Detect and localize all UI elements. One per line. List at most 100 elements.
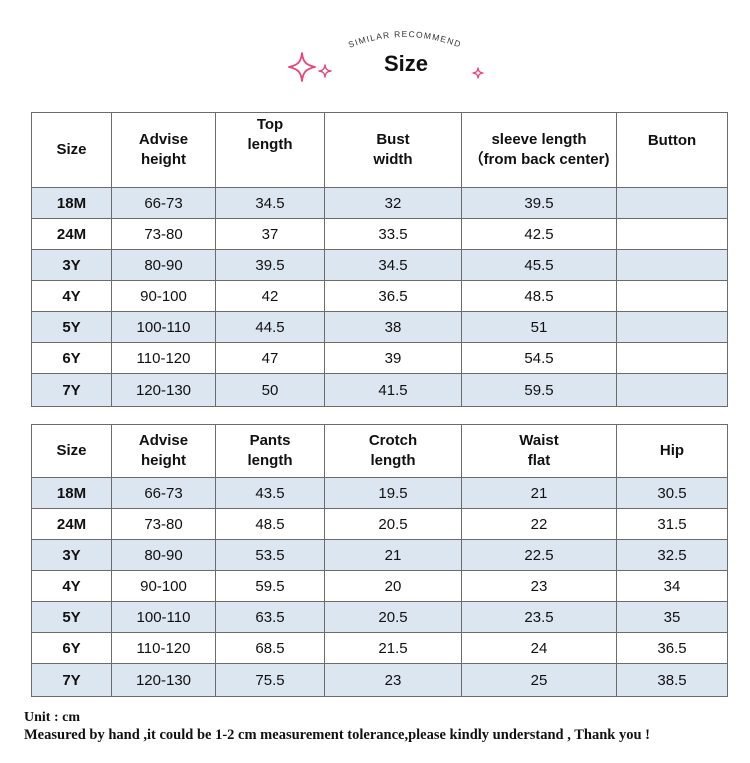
sparkle-icon-small: [318, 64, 332, 78]
table-row: 5Y 100-110 63.5 20.5 23.5 35: [31, 601, 728, 633]
table-cell-col-4: 21.5: [324, 632, 462, 664]
table-cell-col-4: 34.5: [324, 249, 462, 281]
table-cell-col-5: 24: [461, 632, 617, 664]
header-button: Button: [616, 112, 728, 188]
header-bust-width: Bust width: [324, 112, 462, 188]
unit-note: Unit : cm: [24, 710, 80, 725]
table-cell-size: 4Y: [31, 570, 112, 602]
table-cell-advise-height: 110-120: [111, 632, 216, 664]
table-cell-col-6: [616, 373, 728, 407]
table-cell-advise-height: 110-120: [111, 342, 216, 374]
table-cell-size: 24M: [31, 508, 112, 540]
header-pants-length: Pants length: [215, 424, 325, 478]
table-cell-col-6: 32.5: [616, 539, 728, 571]
table-cell-advise-height: 90-100: [111, 570, 216, 602]
table-cell-size: 24M: [31, 218, 112, 250]
bottom-table-header-row: Size Advise height Pants length Crotch leng…: [31, 424, 728, 478]
table-cell-advise-height: 66-73: [111, 477, 216, 509]
table-cell-col-3: 53.5: [215, 539, 325, 571]
table-cell-size: 3Y: [31, 539, 112, 571]
page-header: SIMILAR RECOMMEND Size: [0, 0, 750, 105]
table-cell-col-6: [616, 187, 728, 219]
table-cell-advise-height: 73-80: [111, 218, 216, 250]
table-cell-col-6: [616, 218, 728, 250]
table-cell-col-3: 47: [215, 342, 325, 374]
sparkle-icon-right: [472, 67, 484, 79]
table-cell-size: 18M: [31, 477, 112, 509]
table-cell-col-6: 30.5: [616, 477, 728, 509]
table-cell-advise-height: 120-130: [111, 663, 216, 697]
table-cell-col-6: 31.5: [616, 508, 728, 540]
table-cell-col-4: 36.5: [324, 280, 462, 312]
table-cell-advise-height: 120-130: [111, 373, 216, 407]
table-cell-col-3: 43.5: [215, 477, 325, 509]
table-cell-col-4: 21: [324, 539, 462, 571]
table-row: 7Y 120-130 75.5 23 25 38.5: [31, 663, 728, 697]
table-cell-col-5: 22.5: [461, 539, 617, 571]
table-cell-col-5: 42.5: [461, 218, 617, 250]
table-cell-col-4: 20.5: [324, 508, 462, 540]
table-cell-size: 6Y: [31, 342, 112, 374]
table-cell-size: 7Y: [31, 373, 112, 407]
table-cell-col-3: 63.5: [215, 601, 325, 633]
header-advise-height: Advise height: [111, 112, 216, 188]
header-size: Size: [31, 424, 112, 478]
header-waist-flat: Waist flat: [461, 424, 617, 478]
table-cell-size: 3Y: [31, 249, 112, 281]
table-cell-advise-height: 100-110: [111, 601, 216, 633]
table-cell-col-4: 39: [324, 342, 462, 374]
table-cell-size: 7Y: [31, 663, 112, 697]
table-cell-advise-height: 73-80: [111, 508, 216, 540]
table-cell-col-5: 21: [461, 477, 617, 509]
table-cell-advise-height: 66-73: [111, 187, 216, 219]
table-cell-advise-height: 80-90: [111, 539, 216, 571]
header-crotch-length: Crotch length: [324, 424, 462, 478]
table-cell-col-5: 25: [461, 663, 617, 697]
table-row: 6Y 110-120 47 39 54.5: [31, 342, 728, 374]
table-cell-size: 4Y: [31, 280, 112, 312]
table-row: 5Y 100-110 44.5 38 51: [31, 311, 728, 343]
table-cell-col-6: [616, 311, 728, 343]
table-cell-col-4: 20: [324, 570, 462, 602]
table-cell-col-4: 33.5: [324, 218, 462, 250]
table-row: 3Y 80-90 53.5 21 22.5 32.5: [31, 539, 728, 571]
table-cell-col-5: 48.5: [461, 280, 617, 312]
table-cell-col-3: 48.5: [215, 508, 325, 540]
table-cell-col-3: 75.5: [215, 663, 325, 697]
table-cell-col-3: 68.5: [215, 632, 325, 664]
table-cell-col-5: 51: [461, 311, 617, 343]
svg-text:SIMILAR RECOMMEND: SIMILAR RECOMMEND: [347, 29, 463, 50]
table-cell-size: 18M: [31, 187, 112, 219]
sparkle-icon-large: [288, 52, 316, 82]
table-cell-col-5: 23.5: [461, 601, 617, 633]
table-cell-col-5: 23: [461, 570, 617, 602]
table-cell-col-5: 22: [461, 508, 617, 540]
table-cell-col-3: 39.5: [215, 249, 325, 281]
table-cell-col-4: 23: [324, 663, 462, 697]
table-row: 6Y 110-120 68.5 21.5 24 36.5: [31, 632, 728, 664]
header-hip: Hip: [616, 424, 728, 478]
page-title: Size: [384, 51, 429, 76]
header-size: Size: [31, 112, 112, 188]
table-cell-col-6: 35: [616, 601, 728, 633]
table-cell-col-6: 34: [616, 570, 728, 602]
table-cell-size: 5Y: [31, 601, 112, 633]
table-cell-advise-height: 90-100: [111, 280, 216, 312]
table-row: 24M 73-80 48.5 20.5 22 31.5: [31, 508, 728, 540]
table-row: 3Y 80-90 39.5 34.5 45.5: [31, 249, 728, 281]
table-cell-col-5: 39.5: [461, 187, 617, 219]
table-cell-col-6: [616, 342, 728, 374]
table-cell-col-6: [616, 249, 728, 281]
table-cell-col-4: 20.5: [324, 601, 462, 633]
table-row: 7Y 120-130 50 41.5 59.5: [31, 373, 728, 407]
measurement-note: Measured by hand ,it could be 1-2 cm mea…: [24, 727, 650, 743]
table-cell-advise-height: 80-90: [111, 249, 216, 281]
bottom-size-table: Size Advise height Pants length Crotch leng…: [31, 424, 728, 697]
table-row: 18M 66-73 43.5 19.5 21 30.5: [31, 477, 728, 509]
table-cell-col-6: [616, 280, 728, 312]
similar-recommend-arc: SIMILAR RECOMMEND: [347, 29, 463, 50]
table-cell-col-3: 59.5: [215, 570, 325, 602]
table-row: 4Y 90-100 59.5 20 23 34: [31, 570, 728, 602]
table-cell-col-4: 38: [324, 311, 462, 343]
table-row: 24M 73-80 37 33.5 42.5: [31, 218, 728, 250]
